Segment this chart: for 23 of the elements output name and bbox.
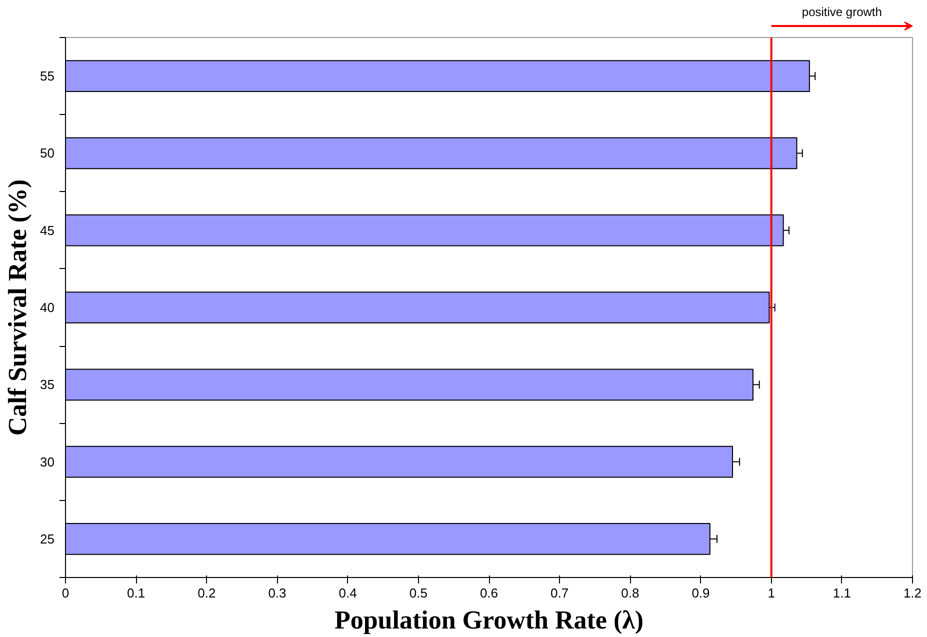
x-axis-title: Population Growth Rate (λ)	[334, 606, 644, 634]
x-tick-label: 0.2	[198, 586, 216, 600]
y-tick-label: 30	[40, 454, 55, 470]
text: positive growth	[802, 5, 882, 20]
x-tick-label: 0.1	[127, 586, 146, 600]
y-tick-label: 55	[40, 68, 55, 84]
x-tick-label: 0.6	[480, 586, 498, 600]
x-tick-label: 0.4	[338, 586, 357, 600]
x-tick-label: 1.2	[903, 586, 922, 600]
x-tick-label: 0.3	[268, 586, 286, 600]
x-tick-label: 1.1	[832, 586, 851, 600]
x-tick-label: 0.8	[621, 586, 640, 600]
x-tick-label: 0.7	[550, 586, 569, 600]
y-tick-label: 45	[40, 222, 55, 238]
x-tick-label: 1	[768, 586, 775, 600]
y-tick-label: 50	[40, 146, 55, 161]
x-tick-label: 0.9	[692, 586, 710, 600]
y-tick-label: 25	[40, 531, 55, 546]
y-axis-title: Calf Survival Rate (%)	[3, 179, 32, 436]
y-tick-label: 40	[40, 300, 55, 315]
y-tick-label: 35	[40, 377, 55, 392]
x-tick-label: 0	[62, 586, 70, 600]
x-tick-label: 0.5	[409, 586, 428, 600]
